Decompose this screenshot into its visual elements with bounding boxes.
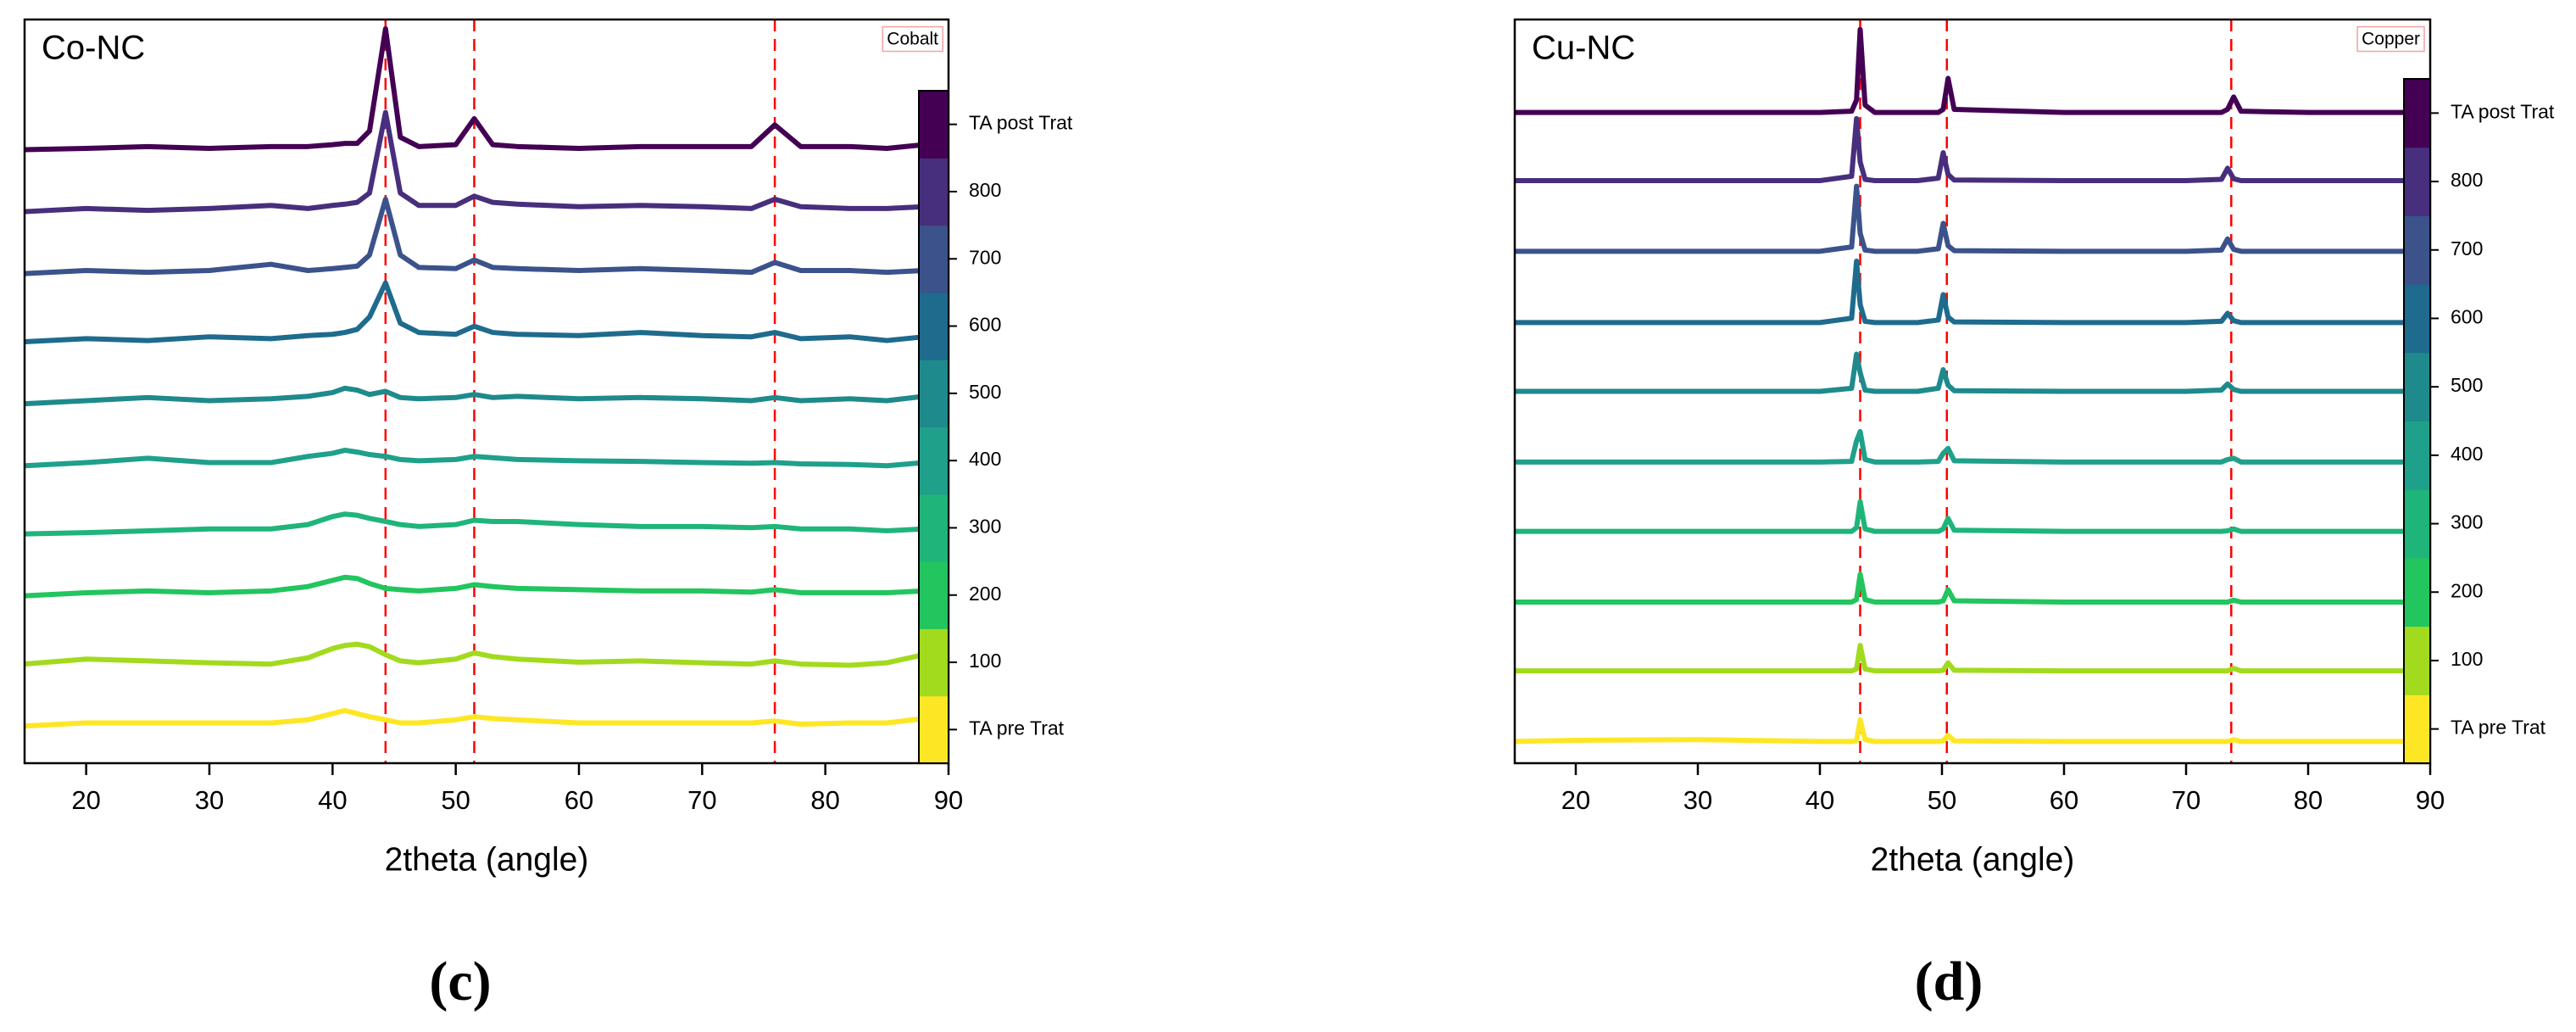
x-tick-label: 40	[1805, 785, 1834, 815]
colorbar-swatch	[2404, 421, 2430, 490]
x-tick-label: 60	[565, 785, 593, 815]
legend-label: 200	[2451, 579, 2483, 601]
x-tick-label: 30	[195, 785, 224, 815]
series-line	[1515, 643, 2406, 674]
x-tick-label: 60	[2050, 785, 2078, 815]
series-line	[24, 707, 925, 729]
legend-label: 700	[2451, 237, 2483, 259]
legend-label: 200	[969, 583, 1001, 605]
series-line	[1515, 572, 2406, 605]
colorbar-frame	[2403, 78, 2431, 764]
chart-title: Co-NC	[42, 30, 145, 67]
colorbar-swatch	[2404, 695, 2430, 764]
x-tick-label: 80	[2294, 785, 2323, 815]
colorbar-swatch	[919, 628, 949, 697]
colorbar-swatch	[919, 292, 949, 360]
legend-label: TA pre Trat	[2451, 717, 2546, 739]
legend-label: TA post Trat	[969, 112, 1073, 134]
legend-label: TA pre Trat	[969, 717, 1065, 739]
panel-label: (d)	[1915, 951, 1983, 1012]
legend-label: 700	[969, 246, 1001, 268]
series-line	[24, 511, 925, 537]
legend-label: 100	[969, 650, 1001, 672]
series-line	[1515, 259, 2406, 326]
annotation-box	[882, 25, 943, 53]
x-tick-label: 30	[1683, 785, 1712, 815]
colorbar-swatch	[2404, 626, 2430, 695]
colorbar-swatch	[919, 360, 949, 427]
series-line	[24, 574, 925, 599]
x-axis-label: 2theta (angle)	[385, 841, 589, 878]
legend-label: 100	[2451, 648, 2483, 670]
legend-label: 500	[969, 381, 1001, 403]
chart-panel: 20 30 40 50 60 70 80 90 2theta (angle) Co-NC (c) Co…	[23, 18, 1073, 1012]
plot-frame	[23, 18, 950, 765]
colorbar-swatch	[2404, 215, 2430, 285]
series-line	[1515, 183, 2406, 254]
x-tick-label: 40	[318, 785, 347, 815]
series-line	[24, 641, 925, 668]
legend-label: 800	[969, 179, 1001, 201]
series-line	[1515, 26, 2406, 115]
x-axis-label: 2theta (angle)	[1871, 841, 2075, 878]
legend-label: 600	[969, 314, 1001, 336]
x-tick-label: 20	[1561, 785, 1590, 815]
series-line	[24, 447, 925, 469]
annotation-box	[2356, 25, 2425, 53]
legend-label: 800	[2451, 169, 2483, 191]
x-tick-label: 70	[2172, 785, 2200, 815]
series-line	[24, 25, 925, 153]
colorbar-frame	[918, 90, 949, 764]
series-line	[1515, 351, 2406, 394]
series-line	[1515, 499, 2406, 534]
legend-label: 400	[2451, 443, 2483, 465]
series-line	[1515, 429, 2406, 465]
legend-label: 400	[969, 448, 1001, 470]
series-line	[24, 280, 925, 345]
colorbar-swatch	[919, 225, 949, 293]
colorbar-swatch	[2404, 284, 2430, 354]
colorbar-swatch	[919, 494, 949, 562]
panel-label: (c)	[429, 951, 491, 1012]
series-line	[1514, 717, 2406, 745]
series-line	[1515, 115, 2406, 184]
colorbar-swatch	[919, 561, 949, 629]
chart-panel: 20 30 40 50 60 70 80 90 2theta (angle) Cu-NC (d) Co…	[1513, 18, 2555, 1012]
colorbar-swatch	[919, 695, 949, 764]
legend-label: 500	[2451, 374, 2483, 396]
colorbar-swatch	[919, 91, 949, 159]
x-tick-label: 80	[810, 785, 839, 815]
x-tick-label: 20	[71, 785, 100, 815]
x-tick-label: 90	[934, 785, 963, 815]
colorbar-swatch	[2404, 79, 2430, 148]
legend-label: TA post Trat	[2451, 100, 2555, 122]
colorbar-swatch	[2404, 557, 2430, 628]
legend-label: 600	[2451, 306, 2483, 328]
series-line	[24, 196, 925, 276]
x-tick-label: 90	[2416, 785, 2445, 815]
x-tick-label: 70	[687, 785, 716, 815]
annotation: Copper	[2362, 30, 2420, 49]
x-tick-label: 50	[441, 785, 470, 815]
series-line	[24, 385, 925, 407]
legend-label: 300	[969, 516, 1001, 538]
annotation: Cobalt	[887, 30, 938, 49]
colorbar-swatch	[919, 158, 949, 226]
chart-title: Cu-NC	[1532, 30, 1635, 67]
colorbar-swatch	[2404, 352, 2430, 421]
colorbar-swatch	[919, 427, 949, 495]
colorbar-swatch	[2404, 489, 2430, 559]
legend-label: 300	[2451, 511, 2483, 533]
colorbar-swatch	[2404, 147, 2430, 216]
series-line	[24, 109, 925, 215]
x-tick-label: 50	[1928, 785, 1956, 815]
